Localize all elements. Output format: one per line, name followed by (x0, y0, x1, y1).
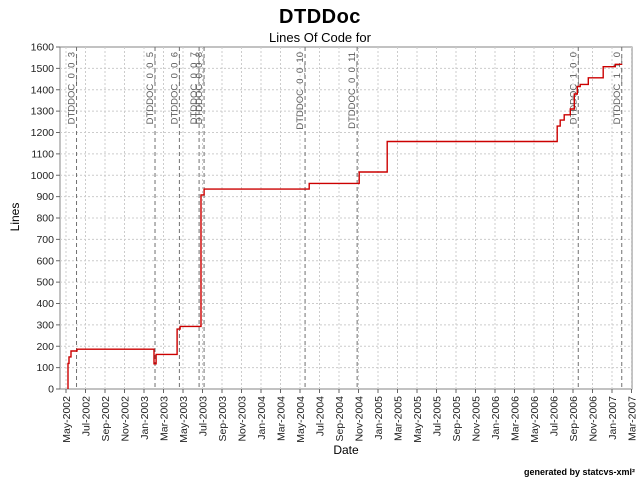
x-tick-label: Mar-2003 (159, 396, 171, 441)
release-tag-label: DTDDOC_1_0_0 (568, 52, 579, 124)
x-tick-label: Sep-2005 (451, 396, 463, 442)
x-tick-label: May-2003 (178, 396, 190, 443)
x-tick-label: Sep-2002 (100, 396, 112, 442)
release-tag-label: DTDDOC_0_0_7 (189, 52, 200, 124)
chart-title: DTDDoc (279, 6, 361, 28)
x-tick-label: Jan-2003 (139, 396, 151, 440)
release-tag-label: DTDDOC_0_0_10 (295, 52, 306, 130)
y-tick-label: 400 (36, 298, 54, 310)
x-tick-label: Nov-2004 (354, 396, 366, 442)
y-tick-label: 1400 (31, 84, 55, 96)
y-tick-label: 1000 (31, 170, 55, 182)
x-tick-label: Nov-2006 (588, 396, 600, 442)
y-tick-label: 800 (36, 213, 54, 225)
y-tick-label: 1200 (31, 127, 55, 139)
y-tick-label: 1500 (31, 63, 55, 75)
x-tick-label: Nov-2003 (237, 396, 249, 442)
x-tick-label: Nov-2005 (471, 396, 483, 442)
x-tick-label: Jan-2007 (607, 396, 619, 440)
y-tick-label: 600 (36, 255, 54, 267)
x-tick-label: Jan-2006 (490, 396, 502, 440)
release-tag-label: DTDDOC_0_0_3 (67, 52, 78, 124)
x-axis-title: Date (333, 443, 359, 457)
x-tick-label: Nov-2002 (120, 396, 132, 442)
x-tick-label: Jul-2002 (81, 396, 93, 436)
y-tick-label: 900 (36, 191, 54, 203)
y-tick-label: 1600 (31, 42, 55, 54)
chart-subtitle: Lines Of Code for (269, 30, 371, 45)
x-tick-label: May-2005 (412, 396, 424, 443)
y-tick-label: 500 (36, 277, 54, 289)
x-tick-label: Jul-2003 (198, 396, 210, 436)
series-line (67, 63, 623, 389)
y-tick-label: 1300 (31, 106, 55, 118)
x-tick-label: Jul-2006 (549, 396, 561, 436)
x-tick-label: May-2006 (529, 396, 541, 443)
y-tick-label: 0 (48, 384, 54, 396)
x-tick-label: Mar-2005 (393, 396, 405, 441)
x-tick-label: Mar-2007 (627, 396, 639, 441)
y-tick-label: 300 (36, 319, 54, 331)
release-tag-label: DTDDOC_0_0_11 (347, 52, 358, 129)
y-tick-label: 700 (36, 234, 54, 246)
x-tick-label: Mar-2004 (276, 396, 288, 441)
x-tick-label: Sep-2004 (334, 396, 346, 442)
x-tick-label: Jul-2005 (432, 396, 444, 436)
y-tick-label: 1100 (31, 148, 54, 160)
x-tick-label: Jul-2004 (315, 396, 327, 436)
x-tick-label: Jan-2005 (373, 396, 385, 440)
y-axis-title: Lines (8, 202, 22, 232)
x-tick-label: Mar-2006 (510, 396, 522, 441)
y-tick-label: 100 (36, 362, 54, 374)
generator-credit: generated by statcvs-xml² (523, 467, 635, 477)
y-tick-label: 200 (36, 341, 54, 353)
release-tag-label: DTDDOC_0_0_8 (194, 52, 205, 124)
release-tag-label: DTDDOC_0_0_6 (169, 52, 180, 124)
x-tick-label: Sep-2003 (217, 396, 229, 442)
x-tick-label: May-2004 (295, 396, 307, 443)
release-tag-label: DTDDOC_1_1_0 (612, 52, 623, 124)
x-tick-label: Jan-2004 (256, 396, 268, 440)
x-tick-label: Sep-2006 (568, 396, 580, 442)
release-tag-label: DTDDOC_0_0_5 (145, 52, 156, 124)
x-tick-label: May-2002 (61, 396, 73, 443)
